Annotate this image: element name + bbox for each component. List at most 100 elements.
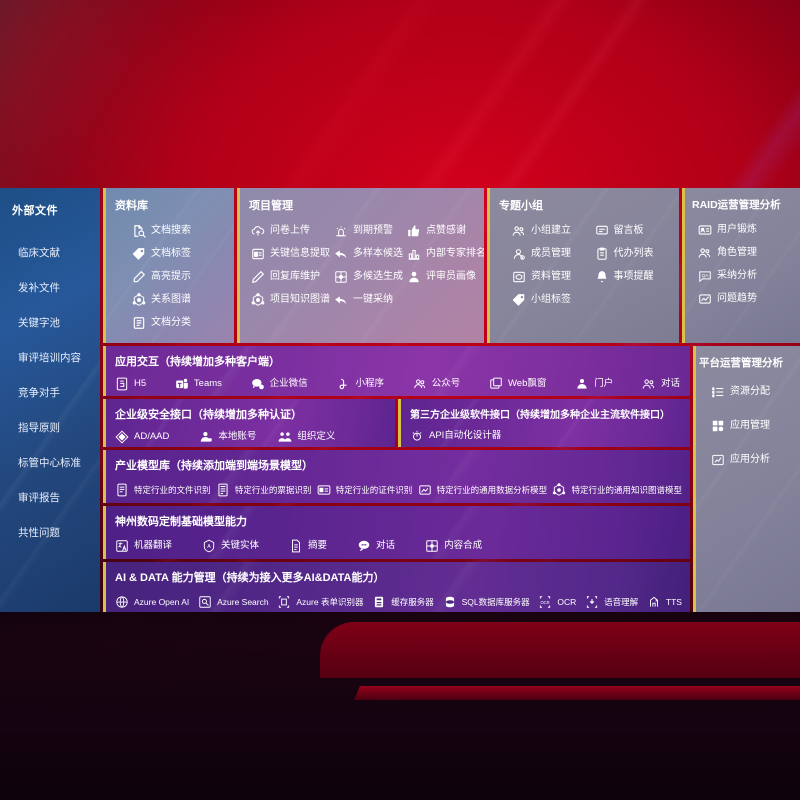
item-knowledge-graph-model[interactable]: 特定行业的通用知识图谱模型	[552, 480, 682, 500]
item-label: 资料管理	[531, 270, 571, 282]
item-machine-translate[interactable]: 机器翻译	[115, 536, 172, 556]
strip-app-interaction-title: 应用交互（持续增加多种客户端）	[115, 356, 280, 368]
security-row: 企业级安全接口（持续增加多种认证） AD/AAD 本地账号	[103, 399, 690, 447]
item-label: 特定行业的通用数据分析模型	[436, 484, 548, 495]
item-reply-lib[interactable]: 回复库维护	[251, 265, 330, 288]
item-expert-rank[interactable]: 内部专家排名	[407, 242, 484, 265]
item-expiry-alert[interactable]: 到期预警	[334, 219, 403, 242]
item-doc-search[interactable]: 文档搜索	[132, 219, 228, 242]
item-label: 代办列表	[613, 247, 654, 259]
item-cache-server[interactable]: 缓存服务器	[372, 592, 434, 612]
item-todo-list[interactable]: 代办列表	[595, 242, 674, 265]
item-app-analysis[interactable]: 应用分析	[711, 448, 794, 471]
item-label: 本地账号	[218, 431, 257, 443]
item-local-account[interactable]: 本地账号	[199, 427, 256, 447]
sql-database-icon	[443, 595, 457, 609]
item-data-analysis-model[interactable]: 特定行业的通用数据分析模型	[418, 480, 548, 500]
sidebar-item-5[interactable]: 指导原则	[18, 422, 60, 434]
item-label: 内容合成	[444, 540, 483, 552]
item-project-graph[interactable]: 项目知识图谱	[251, 288, 330, 311]
item-label: 多样本候选	[353, 247, 403, 259]
item-teams[interactable]: Teams	[175, 374, 222, 394]
openai-icon	[115, 595, 129, 609]
lower-row: 应用交互（持续增加多种客户端） H5 Teams 企业微信	[103, 346, 800, 612]
item-file-recognize[interactable]: 特定行业的文件识别	[115, 480, 211, 500]
web-popup-icon	[489, 377, 503, 391]
panel-raid: RAID运营管理分析 用户锻炼 角色管理 QA 采纳分析	[682, 188, 800, 343]
item-sql-database[interactable]: SQL数据库服务器	[443, 592, 530, 612]
item-event-reminder[interactable]: 事项提醒	[595, 265, 674, 288]
item-ad-aad[interactable]: AD/AAD	[115, 427, 169, 447]
item-app-manage[interactable]: 应用管理	[711, 414, 794, 437]
item-label: 应用管理	[730, 419, 770, 431]
item-dialog-base[interactable]: 对话	[357, 536, 395, 556]
item-adoption-analysis[interactable]: QA 采纳分析	[698, 264, 794, 287]
item-content-synthesis[interactable]: 内容合成	[425, 536, 482, 556]
item-official-account[interactable]: 公众号	[413, 374, 460, 394]
local-account-icon	[199, 430, 213, 444]
item-tts[interactable]: TTS	[647, 592, 682, 612]
item-doc-tag[interactable]: 文档标签	[132, 242, 228, 265]
strip-base-model-title: 神州数码定制基础模型能力	[115, 516, 247, 528]
item-relation-graph[interactable]: 关系图谱	[132, 288, 228, 311]
item-doc-category[interactable]: 文档分类	[132, 311, 228, 334]
item-multi-candidate[interactable]: 多候选生成	[334, 265, 403, 288]
item-wecom[interactable]: 企业微信	[251, 374, 308, 394]
item-ocr[interactable]: OCR OCR	[538, 592, 576, 612]
item-speech-understanding[interactable]: 语音理解	[585, 592, 638, 612]
item-multi-sample[interactable]: 多样本候选	[334, 242, 403, 265]
item-azure-openai[interactable]: Azure Open AI	[115, 592, 189, 612]
item-group-create[interactable]: 小组建立	[512, 219, 591, 242]
item-one-click-adopt[interactable]: 一键采纳	[334, 288, 403, 311]
sidebar-item-1[interactable]: 发补文件	[18, 282, 60, 294]
svg-text:A: A	[207, 544, 211, 550]
item-resource-alloc[interactable]: 资源分配	[711, 380, 794, 403]
sidebar-item-2[interactable]: 关键字池	[18, 317, 60, 329]
sidebar-item-3[interactable]: 审评培训内容	[18, 352, 81, 364]
item-highlight[interactable]: 高亮提示	[132, 265, 228, 288]
item-dialog[interactable]: 对话	[642, 374, 680, 394]
sidebar-item-6[interactable]: 标管中心标准	[18, 457, 81, 469]
item-azure-search[interactable]: Azure Search	[198, 592, 269, 612]
item-role-manage[interactable]: 角色管理	[698, 241, 794, 264]
sidebar-item-0[interactable]: 临床文献	[18, 247, 60, 259]
item-label: 小组建立	[531, 224, 571, 236]
item-message-board[interactable]: 留言板	[595, 219, 674, 242]
item-key-info-extract[interactable]: 关键信息提取	[251, 242, 330, 265]
item-org-define[interactable]: 组织定义	[278, 427, 335, 447]
item-label: 问题趋势	[717, 292, 757, 304]
item-api-designer[interactable]: API自动化设计器	[410, 426, 501, 446]
item-miniprogram[interactable]: 小程序	[336, 374, 384, 394]
item-reviewer-profile[interactable]: 评审员画像	[407, 265, 484, 288]
sidebar-item-8[interactable]: 共性问题	[18, 527, 60, 539]
alarm-light-icon	[334, 224, 348, 238]
sidebar-item-7[interactable]: 审评报告	[18, 492, 60, 504]
receipt-recognize-icon	[216, 483, 230, 497]
reply-arrow-icon	[334, 293, 348, 307]
item-questionnaire-upload[interactable]: 问卷上传	[251, 219, 330, 242]
item-key-entity[interactable]: A 关键实体	[202, 536, 259, 556]
item-material-manage[interactable]: 资料管理	[512, 265, 591, 288]
wecom-icon	[251, 377, 265, 391]
item-member-manage[interactable]: 成员管理	[512, 242, 591, 265]
item-portal[interactable]: 门户	[575, 374, 613, 394]
item-form-recognizer[interactable]: Azure 表单识别器	[277, 592, 363, 612]
app-grid-icon	[711, 419, 725, 433]
item-label: TTS	[665, 596, 682, 607]
item-summary[interactable]: 摘要	[289, 536, 327, 556]
item-label: 小程序	[355, 378, 384, 390]
item-label: 语音理解	[604, 596, 639, 607]
item-id-recognize[interactable]: 特定行业的证件识别	[317, 480, 412, 500]
strip-industry-model: 产业模型库（持续添加端到端场景模型） 特定行业的文件识别 特定行业的票据识别	[103, 450, 690, 503]
item-web-popup[interactable]: Web飘窗	[489, 374, 546, 394]
item-issue-trend[interactable]: 问题趋势	[698, 287, 794, 310]
sidebar-item-4[interactable]: 竞争对手	[18, 387, 60, 399]
item-group-tag[interactable]: 小组标签	[512, 288, 591, 311]
strip-ai-data-items: Azure Open AI Azure Search Azure 表单识别器	[106, 585, 690, 612]
item-h5[interactable]: H5	[115, 374, 146, 394]
portal-person-icon	[575, 377, 589, 391]
item-thanks[interactable]: 点赞感谢	[407, 219, 484, 242]
item-user-training[interactable]: 用户锻炼	[698, 218, 794, 241]
qa-bubble-icon: QA	[698, 269, 712, 283]
item-receipt-recognize[interactable]: 特定行业的票据识别	[216, 480, 311, 500]
